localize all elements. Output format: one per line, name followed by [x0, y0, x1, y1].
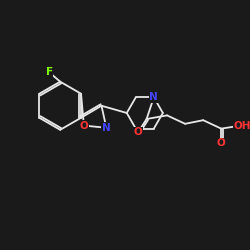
Text: N: N — [102, 123, 111, 133]
Text: OH: OH — [234, 121, 250, 131]
Text: O: O — [134, 127, 142, 137]
Text: O: O — [217, 138, 226, 148]
Text: O: O — [80, 120, 88, 130]
Text: N: N — [150, 92, 158, 102]
Text: F: F — [46, 67, 53, 77]
